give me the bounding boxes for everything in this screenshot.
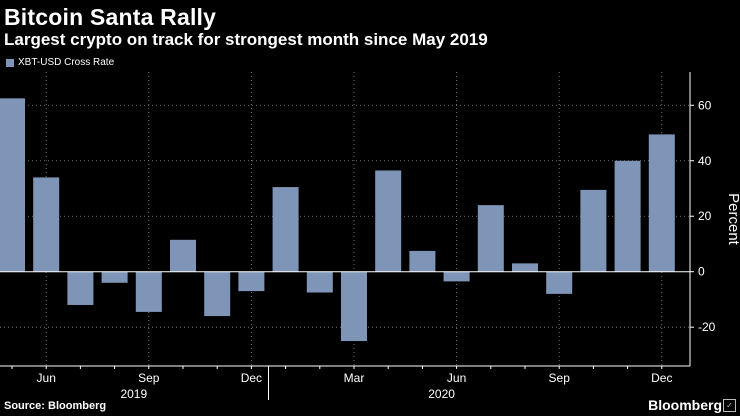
y-axis-label: Percent — [725, 193, 740, 246]
bar — [272, 187, 299, 272]
bar — [67, 271, 94, 305]
source-note: Source: Bloomberg — [4, 400, 107, 412]
x-tick-label: Mar — [344, 371, 365, 385]
bar — [204, 271, 231, 317]
x-tick-label: Jun — [447, 371, 466, 385]
x-tick-label: Dec — [241, 371, 262, 385]
bar — [238, 271, 265, 292]
year-label: 2019 — [120, 387, 147, 401]
bar — [409, 250, 436, 272]
bar — [306, 271, 333, 293]
bar — [0, 98, 25, 272]
bar — [135, 271, 162, 312]
y-tick-label: 0 — [698, 265, 705, 279]
bar — [580, 189, 607, 272]
bar — [375, 170, 402, 272]
bar — [477, 205, 504, 272]
legend-swatch — [6, 58, 14, 67]
y-tick-label: 40 — [698, 154, 712, 168]
x-tick-label: Sep — [549, 371, 571, 385]
x-tick-label: Dec — [651, 371, 672, 385]
chart-title: Bitcoin Santa Rally — [4, 4, 217, 30]
legend: XBT-USD Cross Rate — [6, 57, 114, 68]
chart-subtitle: Largest crypto on track for strongest mo… — [4, 30, 488, 49]
bar — [443, 271, 470, 282]
bar — [101, 271, 128, 283]
y-tick-label: 60 — [698, 98, 712, 112]
bar — [512, 263, 538, 272]
brand-logo: Bloomberg — [648, 397, 722, 413]
legend-label: XBT-USD Cross Rate — [18, 57, 115, 68]
bar — [170, 239, 196, 272]
year-label: 2020 — [428, 387, 455, 401]
y-tick-label: 20 — [698, 209, 712, 223]
bar — [614, 160, 641, 272]
x-tick-label: Jun — [37, 371, 56, 385]
bar — [648, 134, 675, 272]
bar — [33, 177, 60, 272]
bar — [546, 271, 573, 294]
bloomberg-logo-icon: ✓ — [723, 399, 736, 412]
bar — [341, 271, 367, 342]
y-tick-label: -20 — [698, 320, 716, 334]
x-tick-label: Sep — [138, 371, 160, 385]
